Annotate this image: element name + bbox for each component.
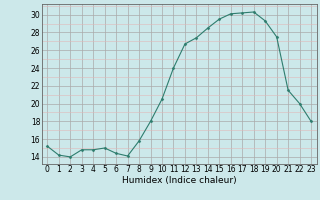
X-axis label: Humidex (Indice chaleur): Humidex (Indice chaleur) <box>122 176 236 185</box>
